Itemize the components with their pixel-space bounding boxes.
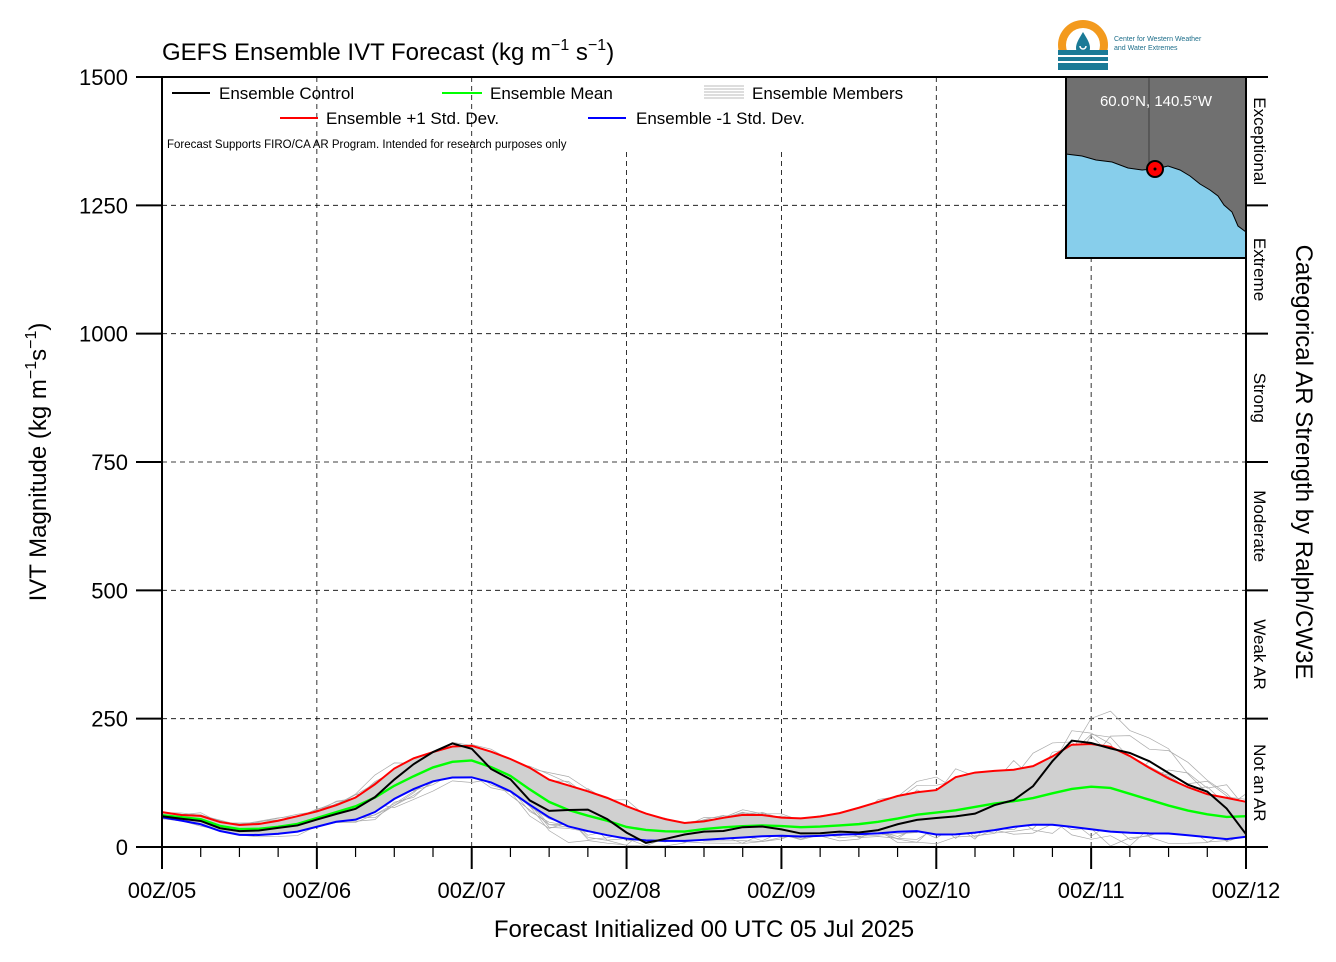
x-tick-label: 00Z/08	[592, 878, 661, 903]
inset-map: 60.0°N, 140.5°W	[1065, 76, 1247, 259]
inset-frame	[1065, 76, 1247, 259]
x-tick-label: 00Z/07	[437, 878, 506, 903]
series-line-ensemble-1-std-dev-	[161, 776, 1247, 842]
series-line-ensemble-mean	[161, 759, 1247, 833]
x-tick-label: 00Z/05	[128, 878, 197, 903]
x-tick-label: 00Z/10	[902, 878, 971, 903]
category-label: Not an AR	[1250, 744, 1269, 822]
legend-label-mean: Ensemble Mean	[490, 84, 613, 103]
legend-label-plus-std: Ensemble +1 Std. Dev.	[326, 109, 499, 128]
cw3e-logo: Center for Western Weather and Water Ext…	[1058, 20, 1202, 70]
inset-location-label: 60.0°N, 140.5°W	[1100, 93, 1213, 110]
location-marker-dot	[1153, 167, 1157, 171]
x-axis: 00Z/05 00Z/06 00Z/07 00Z/08 00Z/09 00Z/10 00Z/…	[128, 847, 1281, 903]
category-axis: Not an AR Weak AR Moderate Strong Extreme Exc…	[1245, 76, 1269, 848]
inset-land	[1065, 76, 1247, 233]
chart-title: GEFS Ensemble IVT Forecast (kg m−1 s−1)	[162, 37, 614, 66]
series-line-ensemble-control	[161, 739, 1247, 844]
category-label: Strong	[1250, 373, 1269, 423]
legend-swatch-members	[704, 85, 744, 99]
x-tick-label: 00Z/11	[1058, 878, 1125, 903]
y-tick-label: 1250	[79, 193, 128, 218]
y-tick-label: 750	[91, 450, 128, 475]
legend: Ensemble Control Ensemble Mean Ensemble …	[167, 84, 903, 151]
x-axis-title: Forecast Initialized 00 UTC 05 Jul 2025	[494, 916, 914, 943]
y-tick-label: 0	[116, 835, 128, 860]
y-axis: 0 250 500 750 1000 1250 1500	[79, 65, 162, 860]
y-tick-label: 1000	[79, 322, 128, 347]
x-tick-label: 00Z/09	[747, 878, 816, 903]
y-axis-title: IVT Magnitude (kg m−1s−1)	[23, 323, 52, 602]
category-label: Extreme	[1250, 238, 1269, 301]
legend-label-minus-std: Ensemble -1 Std. Dev.	[636, 109, 805, 128]
category-label: Exceptional	[1250, 97, 1269, 185]
category-label: Moderate	[1250, 490, 1269, 562]
logo-line-1: Center for Western Weather	[1114, 36, 1202, 43]
right-axis-title: Categorical AR Strength by Ralph/CW3E	[1290, 245, 1317, 680]
logo-line-2: and Water Extremes	[1114, 45, 1178, 52]
category-label: Weak AR	[1250, 619, 1269, 690]
x-tick-label: 00Z/12	[1212, 878, 1281, 903]
y-tick-label: 500	[91, 578, 128, 603]
legend-label-control: Ensemble Control	[219, 84, 354, 103]
series-lines	[161, 739, 1247, 844]
disclaimer-note: Forecast Supports FIRO/CA AR Program. In…	[167, 139, 567, 151]
y-tick-label: 1500	[79, 65, 128, 90]
legend-label-members: Ensemble Members	[752, 84, 903, 103]
y-tick-label: 250	[91, 707, 128, 732]
x-tick-label: 00Z/06	[283, 878, 352, 903]
